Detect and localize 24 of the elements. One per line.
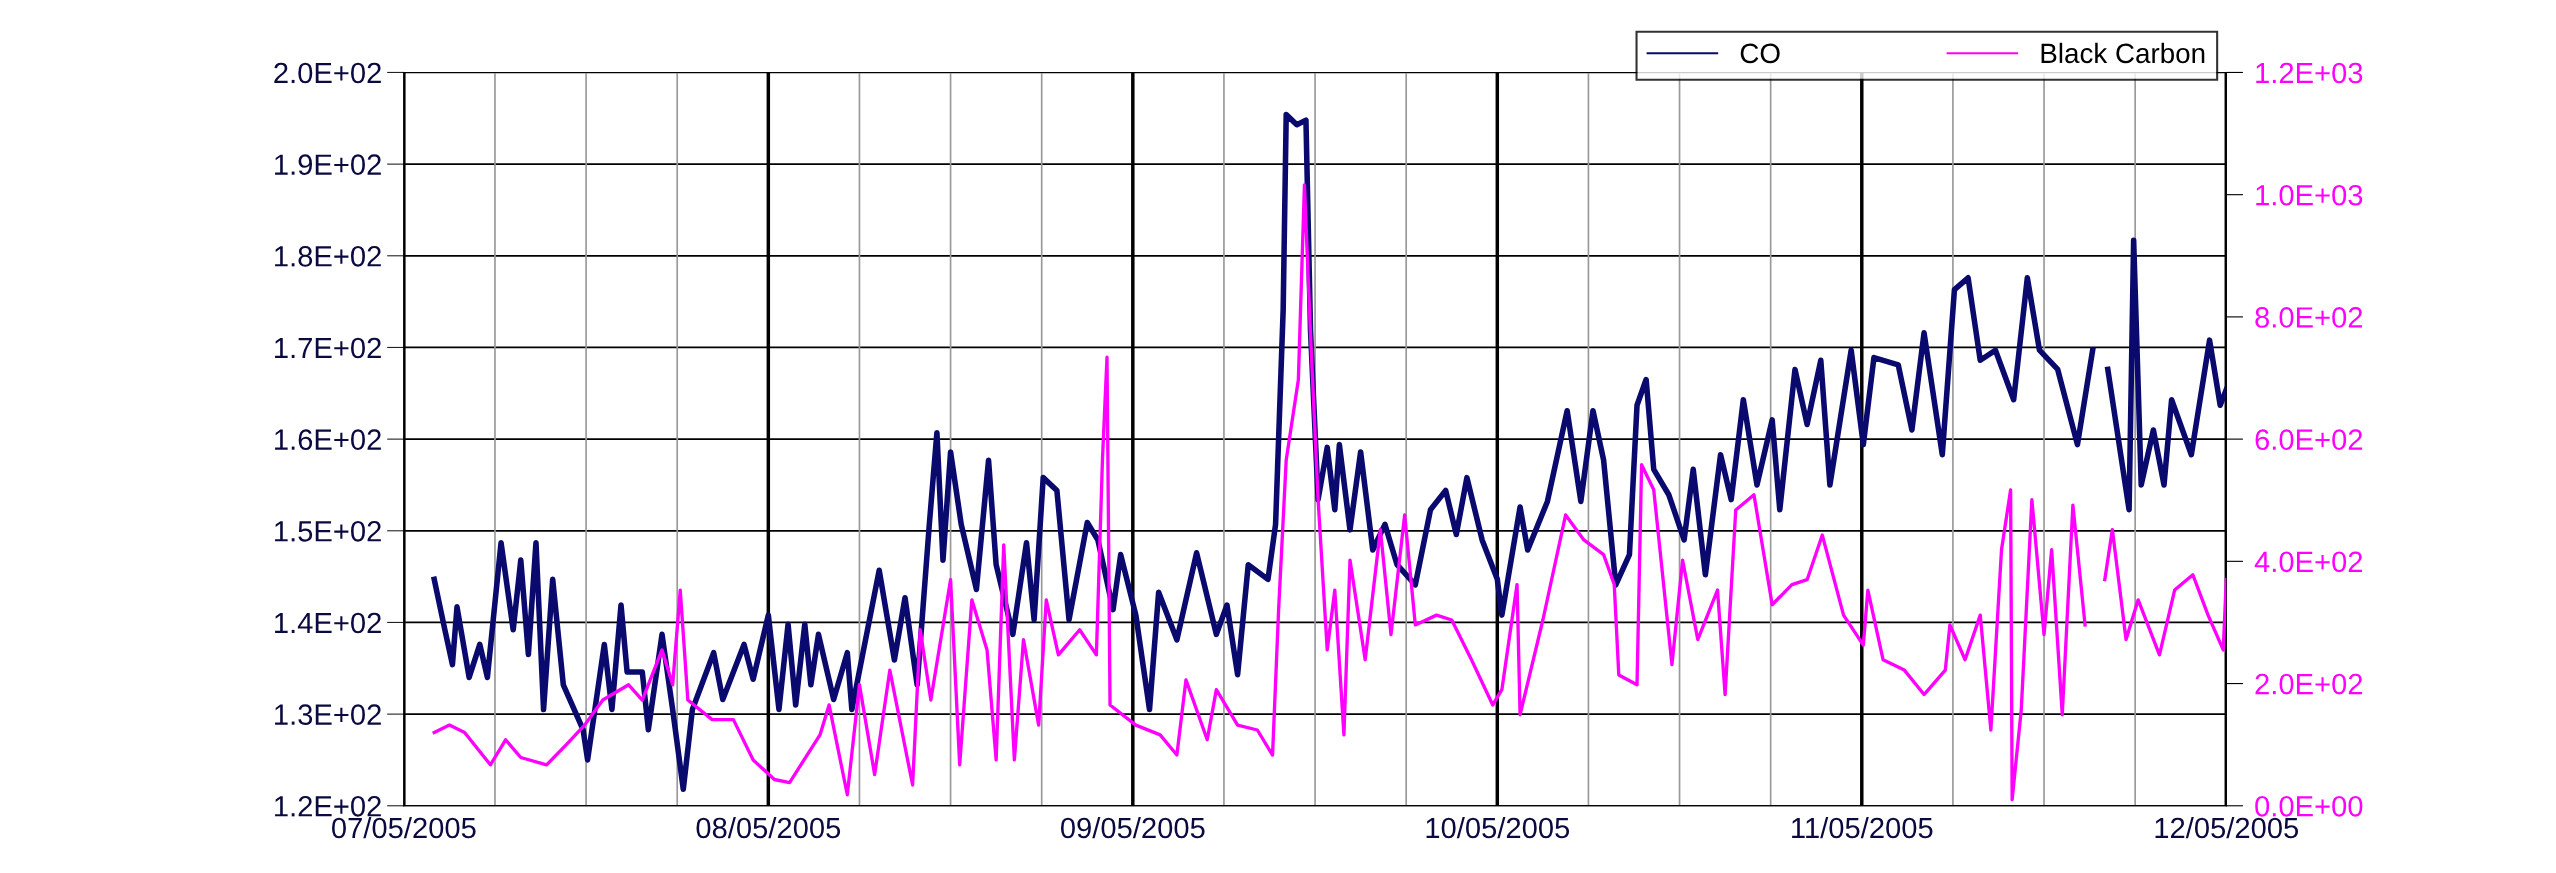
- y-tick-label: 1.7E+02: [275, 337, 381, 359]
- y2-tick-label: 0.0E+00: [2255, 795, 2363, 817]
- y-tick-label: 1.9E+02: [275, 154, 381, 175]
- x-tick-label: 09/05/2005: [1060, 816, 1205, 839]
- x-tick-label: 11/05/2005: [1792, 816, 1933, 839]
- y2-tick-label: 4.0E+02: [2254, 551, 2363, 573]
- y2-tick-label: 1.2E+03: [2256, 62, 2363, 84]
- y2-tick-label: 2.0E+02: [2255, 673, 2363, 695]
- x-tick-label: 12/05/2005: [2155, 816, 2299, 839]
- y-tick-label: 1.8E+02: [275, 245, 381, 267]
- x-tick-label: 07/05/2005: [332, 816, 476, 839]
- x-tick-label: 08/05/2005: [696, 816, 841, 839]
- y2-tick-label: 6.0E+02: [2255, 429, 2363, 450]
- y-tick-label: 2.0E+02: [274, 62, 381, 84]
- legend-label: CO: [1740, 43, 1780, 64]
- y2-tick-label: 8.0E+02: [2255, 307, 2363, 328]
- legend-label: Black Carbon: [2041, 42, 2205, 64]
- y-tick-label: 1.6E+02: [275, 429, 381, 450]
- y-tick-label: 1.2E+02: [275, 795, 381, 817]
- y2-tick-label: 1.0E+03: [2256, 184, 2363, 206]
- y-tick-label: 1.3E+02: [275, 704, 381, 725]
- y-tick-label: 1.4E+02: [275, 612, 381, 634]
- x-tick-label: 10/05/2005: [1426, 816, 1570, 839]
- y-tick-label: 1.5E+02: [275, 520, 381, 542]
